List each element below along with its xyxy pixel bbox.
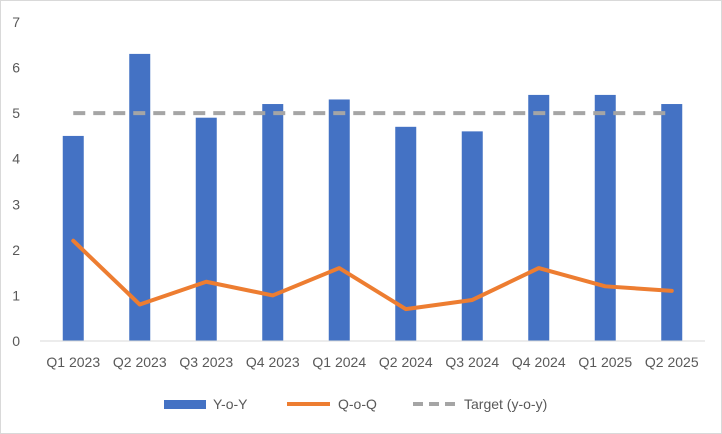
bar-y-o-y: [395, 126, 417, 341]
legend-label-q-o-q: Q-o-Q: [338, 396, 377, 412]
x-tick-label: Q2 2025: [645, 354, 699, 370]
x-tick-label: Q3 2023: [179, 354, 233, 370]
legend-label-target: Target (y-o-y): [464, 396, 547, 412]
x-tick-label: Q2 2024: [379, 354, 433, 370]
x-tick-label: Q4 2023: [246, 354, 300, 370]
bar-y-o-y: [461, 131, 483, 341]
x-tick-label: Q4 2024: [512, 354, 566, 370]
x-tick-label: Q3 2024: [445, 354, 499, 370]
y-tick-label: 2: [12, 242, 20, 258]
bar-y-o-y: [129, 53, 151, 342]
y-tick-label: 4: [12, 151, 20, 167]
bar-y-o-y: [661, 104, 683, 342]
y-axis-labels: 0 1 2 3 4 5 6 7: [12, 14, 20, 349]
bar-y-o-y: [62, 135, 84, 341]
y-tick-label: 6: [12, 60, 20, 76]
legend-label-y-o-y: Y-o-Y: [213, 396, 248, 412]
x-tick-label: Q2 2023: [113, 354, 167, 370]
x-tick-label: Q1 2023: [46, 354, 100, 370]
x-axis-labels: Q1 2023 Q2 2023 Q3 2023 Q4 2023 Q1 2024 Q2 20…: [46, 354, 698, 370]
bar-y-o-y: [328, 99, 350, 341]
y-tick-label: 1: [12, 287, 20, 303]
legend-swatch-y-o-y: [164, 400, 206, 409]
y-tick-label: 7: [12, 14, 20, 30]
q-o-q-line: [71, 238, 674, 312]
bar-y-o-y: [594, 94, 616, 342]
y-tick-label: 5: [12, 105, 20, 121]
x-tick-label: Q1 2025: [578, 354, 632, 370]
bar-y-o-y: [528, 94, 550, 342]
bar-y-o-y: [262, 104, 284, 342]
x-tick-label: Q1 2024: [312, 354, 366, 370]
y-tick-label: 0: [12, 333, 20, 349]
y-tick-label: 3: [12, 196, 20, 212]
legend: Y-o-Y Q-o-Q Target (y-o-y): [164, 396, 547, 412]
bar-y-o-y: [195, 117, 217, 341]
bars-y-o-y: [62, 53, 683, 342]
